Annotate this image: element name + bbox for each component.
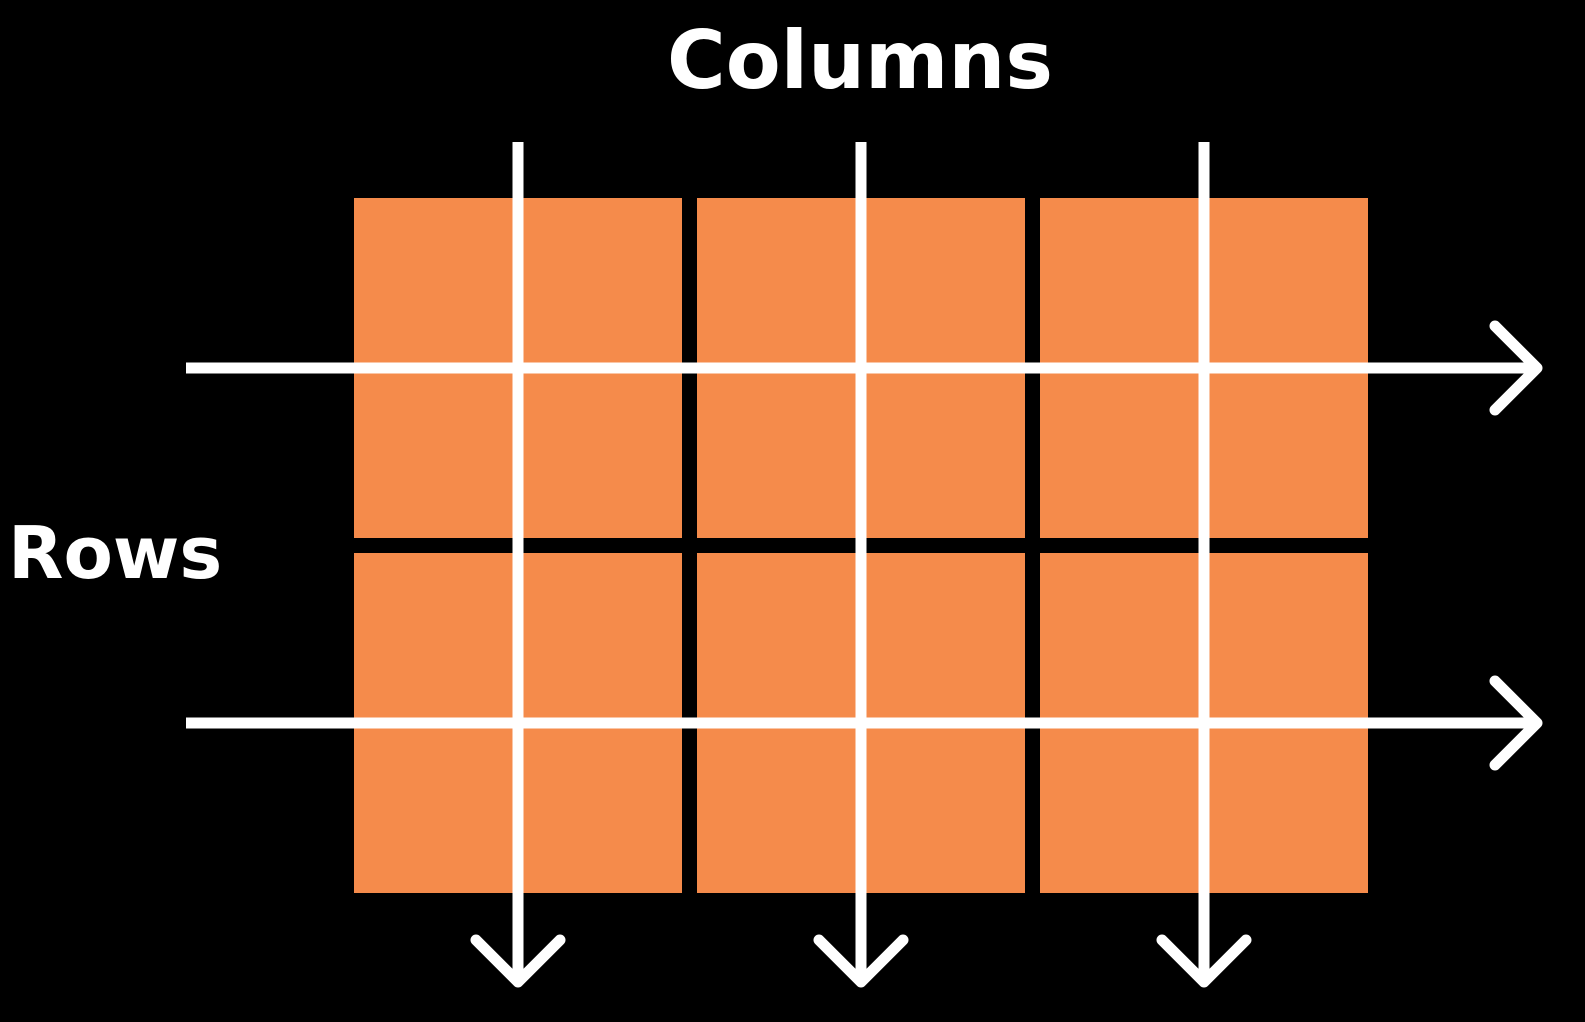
row-arrows [186,320,1543,771]
rows-label: Rows [8,511,222,595]
row-arrow-1-head [1489,320,1543,416]
column-arrow-1-head [470,934,566,988]
column-arrow-2-head [813,934,909,988]
column-arrows [470,142,1252,988]
columns-label: Columns [667,14,1053,107]
row-arrow-2-head [1489,675,1543,771]
column-arrow-3-head [1156,934,1252,988]
